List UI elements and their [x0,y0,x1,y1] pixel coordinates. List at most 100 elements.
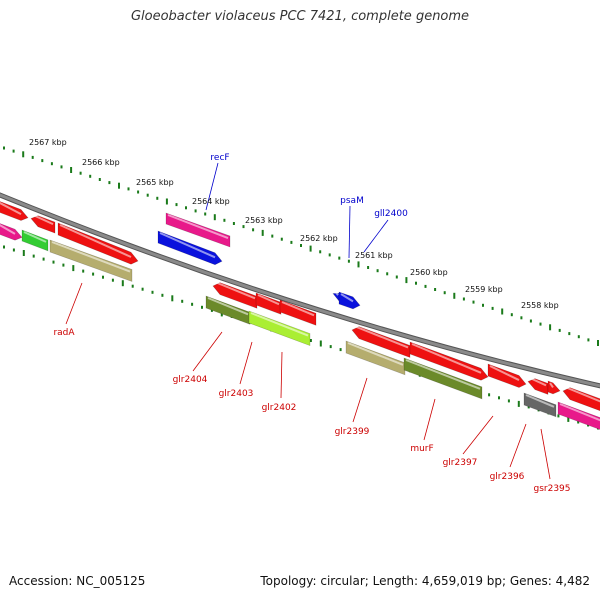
leader-line [280,351,283,399]
gene-highlight [353,325,409,349]
tick-minor [280,237,283,241]
leader-line [65,282,83,325]
kbp-label: 2558 kbp [521,301,559,310]
tick-minor [472,300,475,304]
tick-major [357,261,360,268]
tick-minor [339,348,342,352]
tick-minor [194,209,197,213]
leader-line [192,331,223,372]
tick-minor [156,196,159,200]
tick-minor [577,335,580,339]
tick-minor [60,165,63,169]
gene-body [345,340,406,376]
tick-major [261,229,264,236]
tick-minor [79,171,82,175]
gene-highlight [0,201,22,216]
tick-major [118,182,120,189]
labels: 2567 kbp 2566 kbp 2565 kbp 2564 kbp 2563 kbp… [29,138,571,494]
tick-minor [146,193,149,197]
tick-minor [338,256,341,260]
gene-pink-recf [165,212,231,248]
tick-minor [52,260,55,264]
kbp-label: 2567 kbp [29,138,67,147]
leader-line [348,205,351,259]
gene-pink [0,223,23,241]
gene-body [523,392,557,418]
tick-minor [3,146,5,150]
tick-minor [210,308,213,312]
gene-green [21,229,49,252]
tick-minor [102,275,104,279]
gene-label-glr2397: glr2397 [443,458,478,468]
tick-minor [108,181,111,185]
tick-major [213,214,216,221]
tick-minor [577,420,580,424]
kbp-label: 2560 kbp [410,268,448,277]
gene-highlight [51,241,131,273]
tick-minor [482,303,484,307]
tick-major [309,245,312,252]
tick-minor [462,297,465,301]
tick-minor [557,414,560,418]
tick-minor [31,155,34,159]
gene-blue-recf [157,230,223,266]
gene-highlight [23,231,47,243]
tick-major [72,265,75,272]
label-leaders [65,162,551,480]
tick-minor [3,245,5,249]
tick-minor [271,234,274,238]
gene-red [0,201,29,221]
gene-red [279,299,317,326]
tick-minor [443,291,446,295]
tick-minor [386,272,389,276]
tick-minor [204,212,207,216]
tick-minor [527,405,530,409]
leader-line [205,162,219,211]
gene-highlight [250,312,309,337]
leader-line [352,377,368,423]
tick-minor [568,332,571,336]
gene-khaki [345,340,406,376]
tick-minor [137,190,140,194]
kbp-ticks [3,146,599,430]
kbp-label: 2562 kbp [300,234,338,243]
gene-label-psam: psaM [340,196,364,206]
gene-body [562,387,600,412]
gene-body [212,282,258,309]
tick-minor [309,339,312,342]
leader-line [423,398,436,441]
tick-minor [242,225,245,229]
tick-major [501,308,504,315]
tick-minor [498,396,500,400]
tick-minor [539,322,542,326]
tick-minor [491,306,494,310]
gene-body [21,229,49,252]
gene-highlight [214,281,256,300]
gene-body [165,212,231,248]
gene-red [547,380,561,395]
backbone-line [0,193,600,388]
gene-highlight [167,214,229,239]
tick-minor [424,284,427,288]
gene-highlight [340,293,354,303]
gene-highlight [549,382,554,388]
gene-highlight [529,377,547,387]
gene-body [205,295,251,325]
tick-major [22,250,25,256]
gene-highlight [207,297,249,316]
tick-minor [395,275,398,279]
gene-body [547,380,561,395]
leader-line [239,341,253,385]
tick-major [165,198,168,205]
gene-highlight [59,224,132,258]
gene-label-gsr2395: gsr2395 [533,484,570,494]
gene-body [49,239,133,282]
gene-highlight [489,365,520,381]
tick-minor [347,259,350,263]
gene-grey [523,392,557,418]
tick-minor [510,313,513,317]
kbp-label: 2566 kbp [82,158,120,167]
tick-major [453,292,456,299]
tick-minor [434,288,437,291]
tick-minor [587,338,590,342]
